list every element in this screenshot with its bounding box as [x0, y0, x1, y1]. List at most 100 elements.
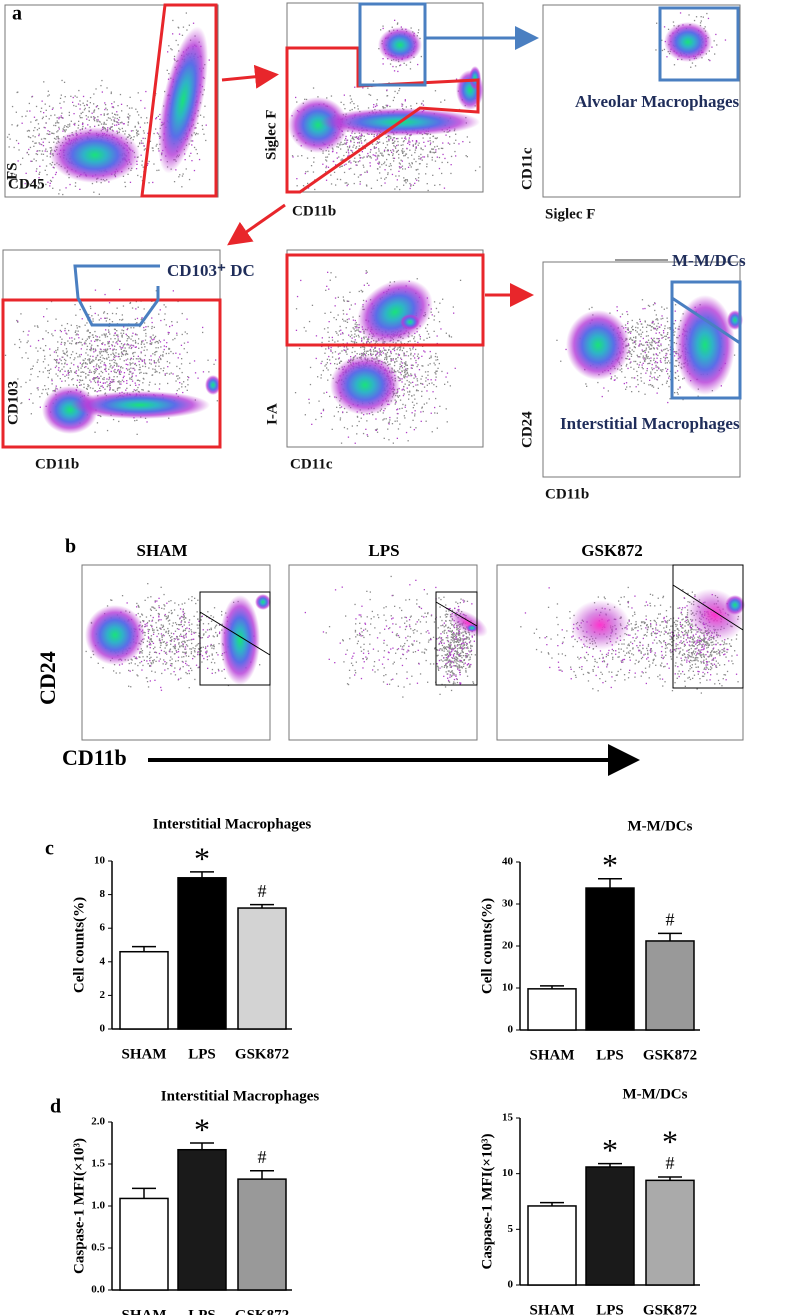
event-dot [383, 437, 385, 439]
event-dot [50, 147, 52, 149]
event-dot [168, 352, 170, 355]
event-dot [334, 305, 336, 307]
event-dot [42, 159, 44, 161]
event-dot [157, 358, 160, 360]
event-dot [117, 122, 119, 124]
event-dot [396, 92, 399, 94]
event-dot [651, 342, 653, 344]
event-dot [432, 148, 435, 150]
event-dot [323, 328, 326, 330]
event-dot [38, 134, 40, 137]
event-dot [66, 351, 68, 354]
event-dot [186, 318, 188, 320]
event-dot [413, 377, 415, 379]
event-dot [325, 167, 327, 169]
event-dot [434, 379, 437, 381]
event-dot [187, 384, 189, 386]
event-dot [172, 33, 174, 35]
event-dot [48, 118, 50, 120]
event-dot [135, 358, 138, 360]
event-dot [399, 379, 402, 381]
event-dot [354, 303, 356, 305]
event-dot [129, 377, 131, 379]
event-dot [86, 348, 88, 351]
event-dot [651, 322, 653, 324]
event-dot [639, 320, 641, 323]
event-dot [635, 329, 637, 332]
event-dot [77, 375, 80, 377]
event-dot [668, 385, 670, 388]
event-dot [328, 321, 330, 323]
event-dot [143, 359, 146, 361]
event-dot [303, 326, 305, 329]
event-dot [139, 142, 141, 144]
event-dot [90, 381, 92, 383]
event-dot [395, 401, 397, 404]
event-dot [386, 89, 388, 91]
event-dot [81, 363, 83, 366]
event-dot [103, 377, 105, 379]
event-dot [112, 352, 114, 354]
event-dot [393, 137, 396, 139]
event-dot [352, 146, 354, 148]
event-dot [97, 380, 99, 383]
event-dot [119, 319, 121, 321]
event-dot [337, 334, 339, 336]
event-dot [417, 177, 420, 179]
event-dot [430, 151, 432, 154]
event-dot [111, 379, 113, 381]
event-dot [416, 278, 418, 280]
event-dot [45, 115, 47, 117]
event-dot [392, 153, 394, 155]
event-dot [330, 95, 333, 97]
event-dot [99, 362, 102, 364]
event-dot [406, 376, 408, 378]
event-dot [358, 330, 360, 332]
event-dot [444, 157, 446, 160]
event-dot [188, 178, 191, 181]
event-dot [337, 314, 339, 316]
event-dot [404, 137, 406, 139]
event-dot [442, 142, 444, 144]
event-dot [56, 359, 58, 361]
event-dot [55, 359, 58, 361]
event-dot [152, 353, 154, 355]
event-dot [27, 135, 30, 138]
event-dot [128, 116, 130, 118]
event-dot [63, 129, 65, 131]
event-dot [699, 22, 702, 24]
event-dot [78, 381, 81, 383]
event-dot [346, 353, 348, 355]
event-dot [327, 166, 330, 168]
event-dot [56, 120, 58, 122]
event-dot [360, 174, 362, 176]
event-dot [148, 367, 150, 369]
event-dot [76, 333, 78, 335]
event-dot [120, 103, 123, 105]
event-density [50, 127, 140, 183]
event-dot [386, 105, 388, 108]
event-dot [116, 117, 118, 120]
event-dot [407, 368, 409, 370]
event-dot [631, 339, 633, 341]
event-dot [170, 48, 172, 50]
event-dot [110, 91, 112, 93]
event-dot [133, 389, 135, 391]
event-dot [349, 95, 351, 97]
event-dot [452, 306, 454, 308]
event-dot [396, 417, 398, 419]
event-dot [343, 320, 345, 322]
event-dot [78, 120, 80, 122]
event-dot [431, 431, 433, 433]
event-dot [340, 442, 343, 444]
event-dot [356, 353, 358, 355]
event-dot [103, 358, 106, 360]
event-dot [339, 144, 341, 146]
event-dot [124, 185, 127, 188]
event-dot [119, 358, 121, 360]
event-dot [356, 433, 358, 435]
event-dot [360, 140, 362, 142]
event-dot [406, 387, 408, 389]
event-dot [141, 346, 143, 349]
event-dot [396, 420, 398, 422]
